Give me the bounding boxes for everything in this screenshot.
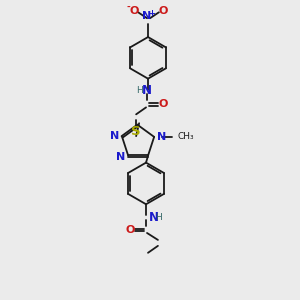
Text: +: + xyxy=(148,9,155,18)
Text: O: O xyxy=(158,6,168,16)
Text: S: S xyxy=(131,125,141,138)
Text: H: H xyxy=(136,86,143,95)
Text: H: H xyxy=(155,213,162,222)
Text: O: O xyxy=(125,225,135,235)
Text: N: N xyxy=(142,84,152,97)
Text: O: O xyxy=(130,6,139,16)
Text: N: N xyxy=(142,11,152,21)
Text: -: - xyxy=(126,3,130,12)
Text: N: N xyxy=(157,132,167,142)
Text: N: N xyxy=(116,152,125,162)
Text: O: O xyxy=(158,99,168,110)
Text: N: N xyxy=(110,131,119,141)
Text: CH₃: CH₃ xyxy=(178,132,194,141)
Text: N: N xyxy=(149,211,159,224)
